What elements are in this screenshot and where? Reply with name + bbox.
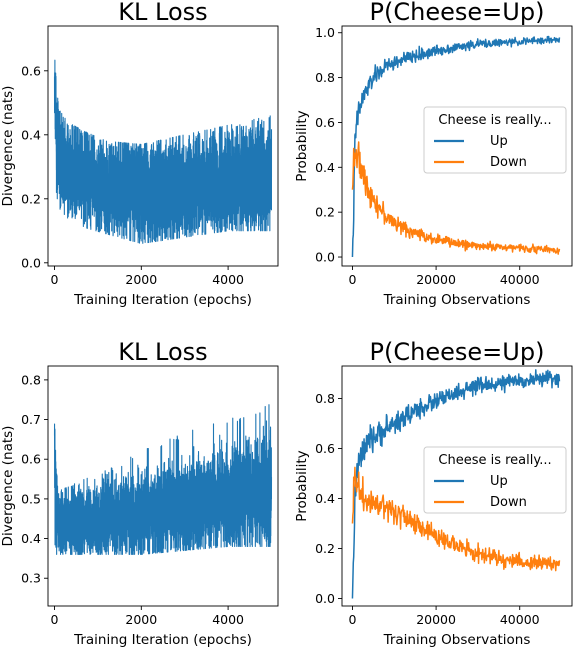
x-tick-label: 40000: [500, 272, 540, 287]
axes-frame: [47, 365, 279, 607]
y-tick-label: 0.4: [21, 531, 41, 546]
series-line-down: [351, 466, 561, 572]
legend: Cheese is really... Up Down: [423, 446, 567, 514]
y-tick-label: 0.8: [315, 70, 335, 85]
plot-area: [53, 59, 273, 244]
series-line-down: [351, 141, 561, 255]
y-axis-label: Divergence (nats): [0, 86, 16, 207]
chart-title: P(Cheese=Up): [370, 338, 545, 366]
y-tick-label: 0.3: [21, 571, 41, 586]
y-tick-label: 0.8: [21, 372, 41, 387]
legend-entry-down: Down: [490, 155, 527, 170]
plot-area: [351, 369, 561, 599]
y-axis-label: Divergence (nats): [0, 426, 16, 547]
series-line-up: [351, 369, 561, 599]
y-tick-label: 0.4: [21, 127, 41, 142]
y-tick-label: 0.2: [315, 205, 335, 220]
y-tick-label: 0.4: [315, 491, 335, 506]
y-tick-label: 0.6: [21, 452, 41, 467]
axes-frame: [47, 25, 279, 267]
legend-title: Cheese is really...: [438, 113, 551, 128]
legend-entry-down: Down: [490, 495, 527, 510]
plot-area: [53, 404, 273, 555]
x-tick-label: 4000: [212, 272, 244, 287]
y-tick-label: 0.6: [315, 115, 335, 130]
x-tick-label: 4000: [212, 612, 244, 627]
x-tick-label: 0: [51, 272, 59, 287]
chart-title: P(Cheese=Up): [370, 0, 545, 26]
panel-p-bottom: P(Cheese=Up) 0 20000 40000 0.0 0.2 0.4 0.6 0.8 Tr…: [294, 338, 573, 648]
panel-p-top: P(Cheese=Up) 0 20000 40000 0.0 0.2 0.4 0.6 0.8 1.…: [294, 0, 573, 308]
panel-kl-bottom: KL Loss 0 2000 4000 0.3 0.4 0.5 0.6 0.7 0.8 Traini…: [0, 338, 279, 648]
legend-title: Cheese is really...: [438, 453, 551, 468]
x-tick-label: 20000: [416, 272, 456, 287]
plot-area: [351, 35, 561, 258]
x-axis-label: Training Observations: [383, 292, 531, 308]
x-axis-label: Training Observations: [383, 632, 531, 648]
y-tick-label: 0.6: [21, 63, 41, 78]
y-tick-label: 0.5: [21, 491, 41, 506]
axes-frame: [341, 365, 573, 607]
x-tick-label: 0: [348, 612, 356, 627]
legend-entry-up: Up: [490, 134, 508, 149]
x-tick-label: 20000: [416, 612, 456, 627]
x-tick-label: 2000: [125, 612, 157, 627]
y-tick-label: 0.2: [21, 191, 41, 206]
y-tick-label: 0.4: [315, 160, 335, 175]
series-line-divergence: [53, 404, 273, 555]
x-tick-label: 40000: [500, 612, 540, 627]
legend-box: [423, 106, 567, 174]
y-axis-label: Probability: [294, 450, 310, 521]
y-tick-label: 0.0: [21, 255, 41, 270]
legend-box: [423, 446, 567, 514]
y-tick-label: 0.0: [315, 250, 335, 265]
x-tick-label: 2000: [125, 272, 157, 287]
series-line-divergence: [53, 59, 273, 244]
panel-kl-top: KL Loss 0 2000 4000 0.0 0.2 0.4 0.6 Training Ite…: [0, 0, 279, 308]
y-tick-label: 0.2: [315, 541, 335, 556]
y-tick-label: 0.0: [315, 591, 335, 606]
legend-entry-up: Up: [490, 474, 508, 489]
chart-title: KL Loss: [118, 338, 207, 366]
x-tick-label: 0: [51, 612, 59, 627]
x-axis-label: Training Iteration (epochs): [73, 292, 252, 308]
series-line-up: [351, 35, 561, 258]
x-axis-label: Training Iteration (epochs): [73, 632, 252, 648]
x-tick-label: 0: [348, 272, 356, 287]
y-tick-label: 0.6: [315, 441, 335, 456]
y-tick-label: 1.0: [315, 25, 335, 40]
chart-title: KL Loss: [118, 0, 207, 26]
axes-frame: [341, 25, 573, 267]
y-tick-label: 0.7: [21, 412, 41, 427]
y-tick-label: 0.8: [315, 391, 335, 406]
y-axis-label: Probability: [294, 110, 310, 181]
legend: Cheese is really... Up Down: [423, 106, 567, 174]
